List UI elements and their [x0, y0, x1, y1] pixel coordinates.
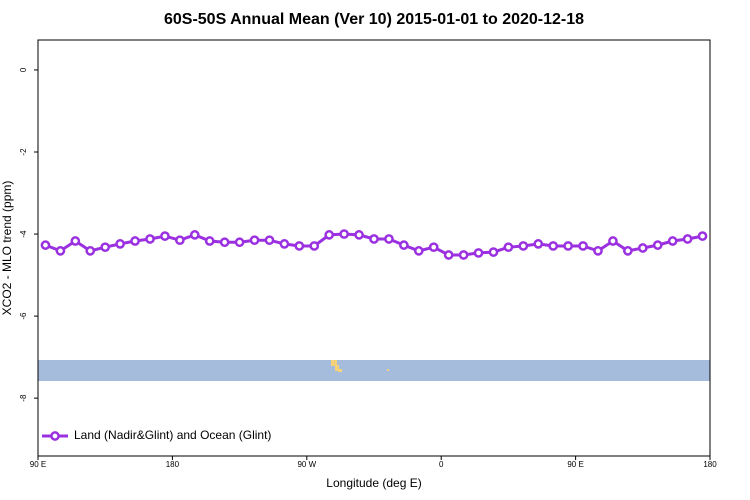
- x-tick-label: 90 W: [297, 460, 316, 469]
- data-point: [339, 229, 349, 239]
- data-point: [682, 234, 693, 244]
- data-point: [324, 230, 335, 240]
- y-tick-label: -4: [19, 230, 28, 238]
- data-point: [637, 243, 648, 253]
- data-point: [354, 230, 364, 240]
- data-point: [533, 239, 544, 249]
- data-point: [443, 250, 454, 260]
- data-point: [593, 246, 603, 256]
- data-point: [175, 235, 185, 246]
- data-point: [652, 240, 663, 250]
- x-axis-label: Longitude (deg E): [326, 476, 421, 490]
- x-tick-label: 0: [439, 460, 444, 469]
- data-point: [413, 246, 424, 256]
- data-point: [145, 234, 155, 244]
- land-marks: [331, 360, 389, 372]
- data-point: [623, 246, 633, 256]
- legend-label: Land (Nadir&Glint) and Ocean (Glint): [74, 428, 271, 442]
- data-point: [100, 242, 111, 253]
- data-point: [55, 246, 66, 256]
- map-strip: [38, 360, 710, 381]
- x-tick-label: 90 E: [30, 460, 46, 469]
- data-point: [563, 241, 573, 251]
- data-point: [40, 240, 51, 250]
- data-point: [697, 231, 708, 241]
- data-point: [189, 230, 200, 240]
- data-point: [85, 246, 96, 256]
- data-point: [279, 239, 290, 249]
- x-tick-label: 180: [166, 460, 180, 469]
- data-point: [264, 235, 275, 246]
- data-point: [667, 236, 678, 246]
- y-axis-label: XCO2 - MLO trend (ppm): [0, 181, 14, 316]
- data-point: [369, 234, 379, 244]
- data-point: [115, 239, 125, 249]
- data-point: [473, 248, 484, 258]
- legend-marker: [50, 431, 60, 441]
- data-point: [458, 250, 469, 260]
- data-point: [518, 241, 529, 251]
- x-tick-label: 90 E: [567, 460, 583, 469]
- data-point: [294, 241, 305, 251]
- data-point: [249, 235, 260, 246]
- data-point: [384, 234, 394, 244]
- data-point: [578, 241, 588, 251]
- data-point: [160, 231, 170, 241]
- data-point: [70, 236, 81, 246]
- data-point: [204, 236, 215, 246]
- data-point: [428, 242, 439, 253]
- plot-frame: [37, 39, 711, 457]
- y-tick-label: -8: [19, 394, 28, 402]
- y-tick-label: 0: [19, 67, 28, 72]
- data-point: [548, 241, 559, 251]
- data-point: [219, 237, 230, 248]
- data-point: [130, 236, 140, 246]
- chart-title: 60S-50S Annual Mean (Ver 10) 2015-01-01 …: [164, 11, 584, 28]
- data-point: [399, 240, 409, 250]
- data-point: [608, 236, 618, 246]
- y-tick-label: -2: [19, 148, 28, 156]
- data-point: [503, 242, 514, 253]
- x-tick-label: 180: [703, 460, 717, 469]
- data-point: [309, 241, 320, 251]
- data-point: [234, 237, 245, 248]
- data-point: [488, 247, 499, 257]
- y-tick-label: -6: [19, 312, 28, 320]
